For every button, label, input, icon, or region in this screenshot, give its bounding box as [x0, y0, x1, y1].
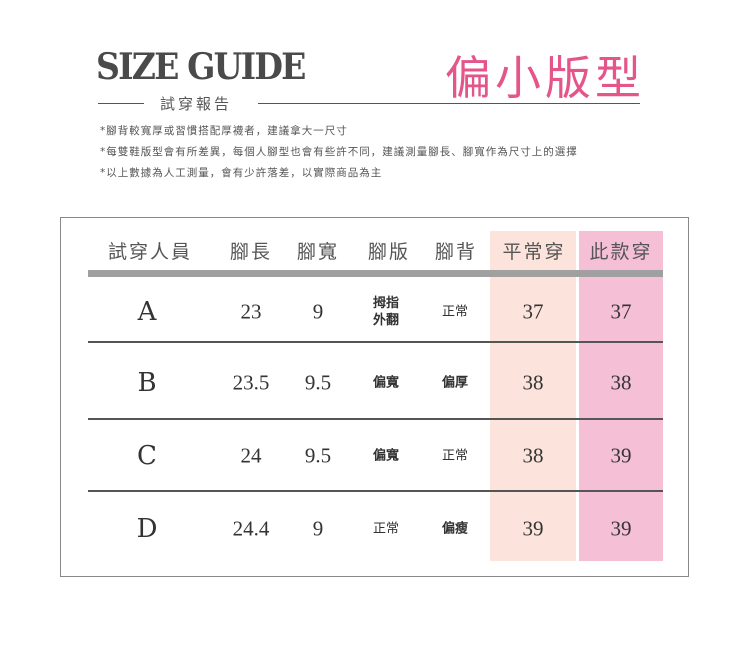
header-bar [88, 270, 663, 277]
note: *以上數據為人工測量，會有少許落差，以實際商品為主 [100, 167, 383, 179]
cell-tester: C [137, 441, 157, 471]
col-header-usual: 平常穿 [502, 241, 566, 263]
cell-foot-shape: 拇指 外翻 [372, 296, 400, 328]
cell-this-style: 38 [610, 370, 632, 395]
cell-instep: 正常 [441, 304, 469, 320]
row-divider [88, 341, 663, 343]
this-style-column-bg [579, 231, 663, 561]
size-table-frame [60, 217, 689, 577]
col-header-instep: 腳背 [434, 241, 478, 263]
cell-this-style: 39 [610, 516, 632, 541]
cell-width: 9 [312, 299, 324, 324]
cell-usual: 39 [522, 516, 544, 541]
cell-length: 24.4 [232, 516, 270, 541]
cell-length: 24 [240, 443, 262, 468]
cell-foot-shape: 偏寬 [372, 375, 400, 391]
cell-length: 23 [240, 299, 262, 324]
cell-tester: A [137, 297, 157, 327]
col-header-width: 腳寬 [296, 241, 340, 263]
cell-foot-shape: 偏寬 [372, 448, 400, 464]
col-header-foot-shape: 腳版 [367, 241, 411, 263]
subtitle: 試穿報告 [160, 95, 233, 113]
cell-instep: 偏厚 [441, 375, 469, 391]
note: *腳背較寬厚或習慣搭配厚襪者，建議拿大一尺寸 [100, 125, 348, 137]
fit-badge: 偏小版型 [445, 51, 645, 105]
cell-width: 9.5 [304, 443, 332, 468]
divider [258, 103, 640, 104]
cell-foot-shape: 正常 [372, 521, 400, 537]
note: *每雙鞋版型會有所差異，每個人腳型也會有些許不同，建議測量腳長、腳寬作為尺寸上的… [100, 146, 578, 158]
cell-length: 23.5 [232, 370, 270, 395]
cell-usual: 37 [522, 299, 544, 324]
row-divider [88, 490, 663, 492]
cell-instep: 偏瘦 [441, 521, 469, 537]
divider [98, 103, 144, 104]
cell-tester: B [137, 368, 157, 398]
col-header-length: 腳長 [229, 241, 273, 263]
cell-this-style: 39 [610, 443, 632, 468]
row-divider [88, 418, 663, 420]
cell-usual: 38 [522, 370, 544, 395]
cell-width: 9.5 [304, 370, 332, 395]
usual-size-column-bg [490, 231, 576, 561]
col-header-tester: 試穿人員 [107, 241, 193, 263]
page-title: SIZE GUIDE [96, 46, 306, 88]
cell-usual: 38 [522, 443, 544, 468]
cell-width: 9 [312, 516, 324, 541]
cell-this-style: 37 [610, 299, 632, 324]
col-header-this-style: 此款穿 [589, 241, 653, 263]
cell-tester: D [136, 514, 158, 544]
cell-instep: 正常 [441, 448, 469, 464]
